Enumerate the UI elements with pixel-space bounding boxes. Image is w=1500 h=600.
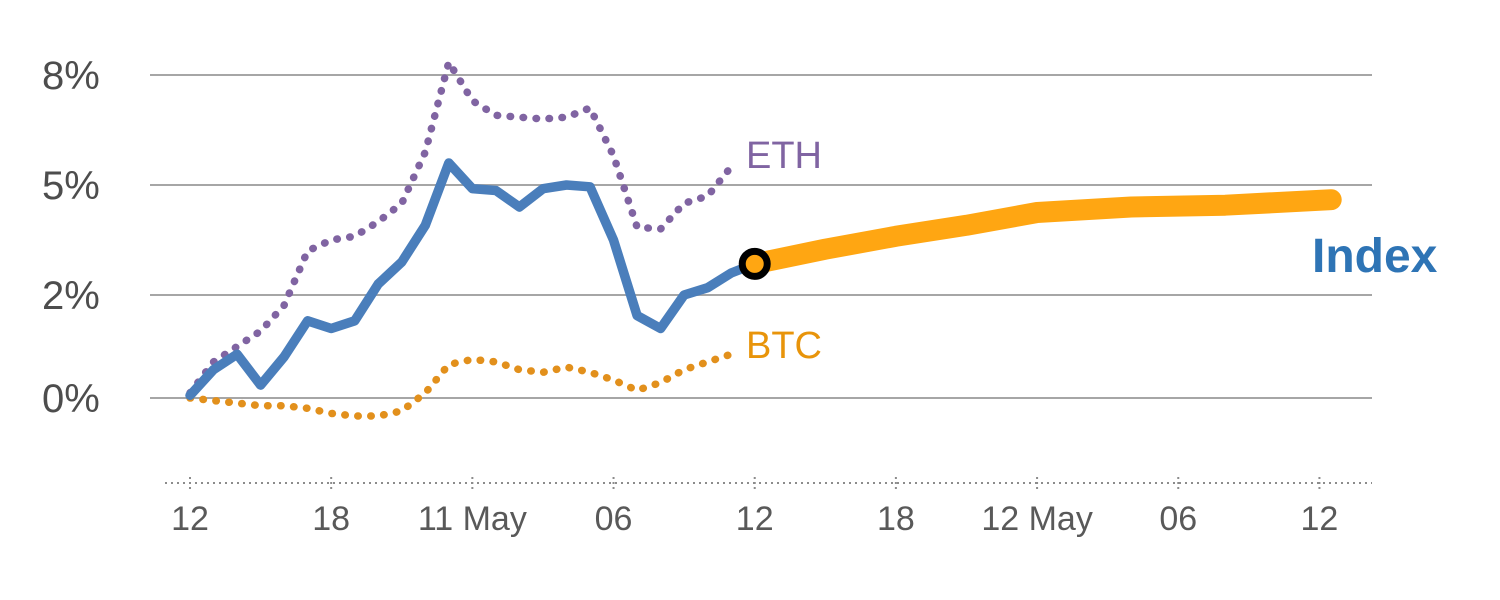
series-line-index (185, 158, 760, 401)
series-label-index: Index (1312, 230, 1438, 283)
x-tick-label: 12 (171, 500, 209, 538)
x-tick-label: 18 (312, 500, 350, 538)
series-line-eth (186, 58, 735, 397)
x-tick-label: 12 (736, 500, 774, 538)
x-tick-label: 06 (1159, 500, 1197, 538)
series-label-eth: ETH (746, 135, 822, 177)
series-label-btc: BTC (746, 325, 822, 367)
x-tick-label: 12 May (981, 500, 1093, 538)
series-line-index-forecast (744, 189, 1342, 275)
y-tick-label: 0% (42, 377, 100, 421)
x-tick-label: 11 May (418, 500, 527, 538)
y-tick-label: 2% (42, 274, 100, 318)
x-tick-label: 18 (877, 500, 915, 538)
x-tick-label: 06 (595, 500, 633, 538)
y-tick-label: 5% (42, 164, 100, 208)
x-tick-label: 12 (1301, 500, 1339, 538)
y-tick-label: 8% (42, 54, 100, 98)
forecast-start-marker (738, 247, 771, 280)
series-line-btc (186, 350, 735, 420)
